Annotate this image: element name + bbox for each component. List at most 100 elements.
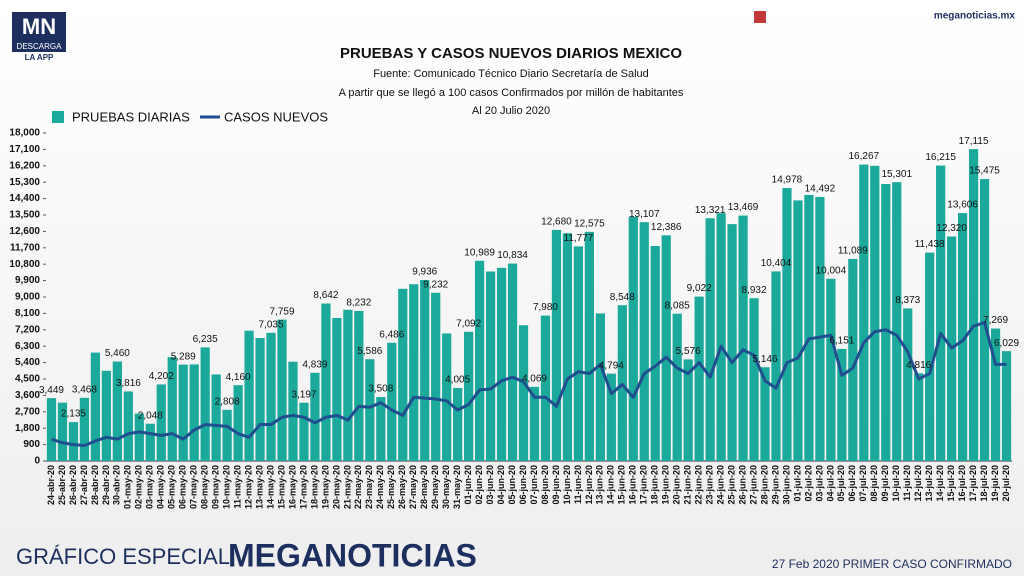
x-tick-label: 19-jun-20 [661, 465, 671, 505]
value-label: 7,035 [259, 319, 284, 330]
bar [453, 388, 463, 461]
x-tick-label: 22-jun-20 [694, 465, 704, 505]
x-tick-label: 08-may-20 [200, 465, 210, 509]
x-tick-label: 24-abr-20 [46, 465, 56, 505]
x-tick-label: 27-jun-20 [748, 465, 758, 505]
x-tick-label: 20-jul-20 [1001, 465, 1011, 502]
bar [156, 384, 166, 461]
bar [354, 310, 364, 461]
x-tick-label: 23-may-20 [364, 465, 374, 509]
value-label: 2,808 [215, 396, 240, 407]
y-tick-label: 13,500 [9, 210, 40, 221]
value-label: 7,269 [983, 315, 1008, 326]
bar [837, 348, 847, 461]
value-label: 6,029 [994, 338, 1019, 349]
x-tick-label: 01-may-20 [123, 465, 133, 509]
bar [46, 398, 57, 461]
value-label: 3,449 [39, 385, 64, 396]
value-label: 10,004 [816, 265, 847, 276]
x-tick-label: 04-jun-20 [496, 465, 506, 505]
value-label: 11,777 [563, 233, 593, 244]
value-label: 5,146 [752, 354, 777, 365]
x-tick-label: 21-jun-20 [683, 465, 693, 505]
bar [134, 413, 144, 461]
bar [573, 246, 584, 461]
x-tick-label: 03-jul-20 [814, 465, 824, 502]
bar [848, 258, 858, 461]
y-tick-label: 3,600 [15, 390, 40, 401]
x-tick-label: 26-abr-20 [68, 465, 78, 505]
value-label: 15,475 [969, 166, 1000, 177]
bar [518, 325, 529, 461]
bar [957, 213, 968, 461]
value-label: 4,839 [302, 359, 327, 370]
x-tick-label: 08-jun-20 [540, 465, 550, 505]
x-tick-label: 31-may-20 [452, 465, 462, 509]
x-tick-label: 12-may-20 [243, 465, 253, 509]
value-label: 5,289 [171, 351, 196, 362]
value-label: 13,107 [629, 209, 660, 220]
bar [485, 271, 496, 461]
bar [321, 303, 331, 461]
value-label: 9,936 [412, 267, 437, 278]
bar [914, 373, 924, 461]
x-tick-label: 18-may-20 [309, 465, 319, 509]
value-label: 13,606 [947, 200, 978, 211]
x-tick-label: 03-may-20 [145, 465, 155, 509]
value-label: 5,576 [676, 346, 701, 357]
x-tick-label: 16-may-20 [287, 465, 297, 509]
value-label: 8,932 [742, 285, 767, 296]
line [51, 321, 1007, 448]
bar [233, 385, 243, 461]
bar [79, 397, 90, 461]
value-label: 6,486 [379, 329, 404, 340]
x-tick-label: 01-jul-20 [792, 465, 802, 502]
bar [705, 218, 715, 461]
bar [815, 196, 825, 461]
bar [376, 397, 386, 461]
value-label: 8,373 [895, 295, 920, 306]
bar [892, 182, 902, 462]
x-tick-label: 09-jul-20 [880, 465, 890, 502]
x-tick-label: 01-jun-20 [463, 465, 473, 505]
x-tick-label: 10-jun-20 [562, 465, 572, 505]
bar [68, 422, 79, 461]
bar [211, 374, 221, 461]
bar [288, 361, 298, 461]
bar [639, 222, 649, 461]
subtitle: Fuente: Comunicado Técnico Diario Secret… [373, 68, 649, 80]
bar [672, 313, 682, 461]
x-tick-label: 11-may-20 [232, 465, 242, 509]
bar [464, 331, 474, 461]
y-tick-label: 6,300 [15, 341, 40, 352]
x-tick-label: 25-jun-20 [726, 465, 736, 505]
bar [442, 333, 452, 461]
x-tick-label: 07-jul-20 [858, 465, 868, 502]
x-tick-label: 02-jul-20 [803, 465, 813, 502]
bar [826, 278, 836, 461]
y-tick-label: 9,000 [15, 292, 40, 303]
footer-brand: MEGANOTICIAS [228, 537, 477, 573]
value-label: 5,586 [357, 346, 382, 357]
legend-label: PRUEBAS DIARIAS [72, 109, 190, 124]
x-tick-label: 06-jun-20 [518, 465, 528, 505]
x-tick-label: 19-may-20 [320, 465, 330, 509]
x-tick-label: 08-jul-20 [869, 465, 879, 502]
bar [365, 359, 375, 461]
y-tick-label: 900 [23, 439, 40, 450]
x-tick-label: 09-may-20 [211, 465, 221, 509]
y-tick-label: 9,900 [15, 275, 40, 286]
value-label: 6,235 [193, 334, 218, 345]
x-tick-label: 16-jul-20 [957, 465, 967, 502]
value-label: 4,069 [522, 373, 547, 384]
bar [551, 229, 562, 461]
logo-sub: DESCARGA [17, 42, 63, 51]
value-label: 8,232 [346, 298, 371, 309]
bar [979, 179, 990, 461]
x-tick-label: 14-jul-20 [935, 465, 945, 502]
value-label: 7,980 [533, 302, 558, 313]
bar [760, 367, 770, 461]
value-label: 4,816 [906, 360, 931, 371]
x-tick-label: 29-may-20 [430, 465, 440, 509]
